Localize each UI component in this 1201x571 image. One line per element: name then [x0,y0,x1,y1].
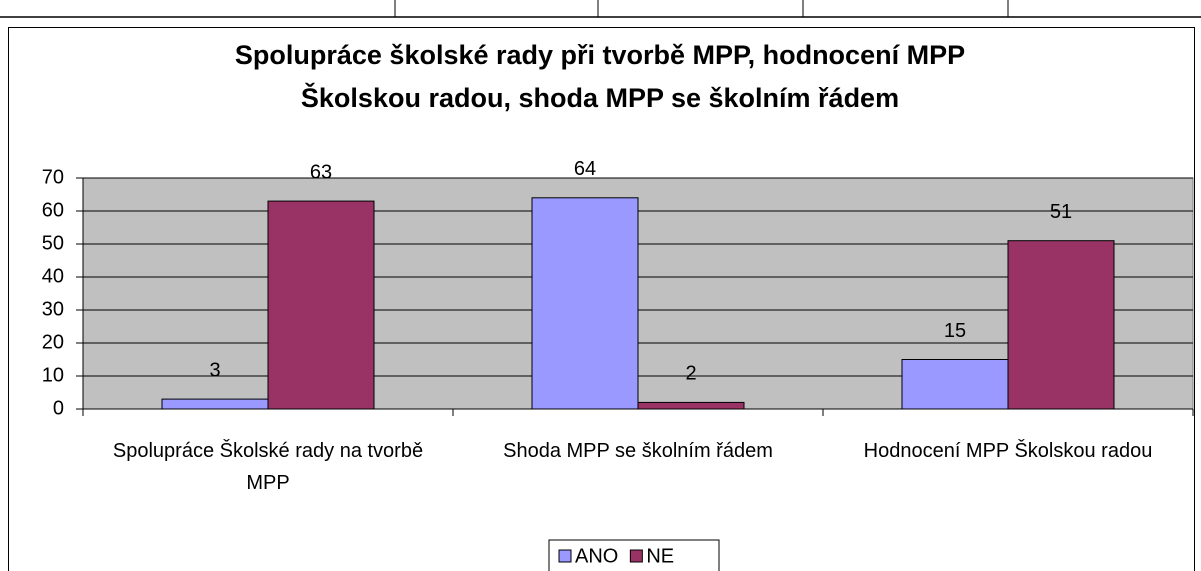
category-box: Spolupráce Školské rady na tvorbě MPP [112,440,424,494]
bar [1007,240,1115,410]
bar [161,398,269,410]
category-box: Hodnocení MPP Školskou radou [863,440,1153,462]
legend-swatch [558,549,572,563]
bar [531,197,639,410]
x-tick-label: Spolupráce Školské rady na tvorbě MPP [112,440,424,494]
y-tick-label: 40 [42,265,64,287]
bar [637,401,745,410]
title-box: Spolupráce školské rady při tvorbě MPP, … [234,40,966,113]
legend-label: NE [646,545,674,567]
chart-title: Spolupráce školské rady při tvorbě MPP, … [234,40,966,113]
y-tick-label: 30 [42,298,64,320]
x-tick-label: Hodnocení MPP Školskou radou [863,440,1153,462]
category-box: Shoda MPP se školním řádem [503,440,773,462]
bar [901,359,1009,410]
data-label: 3 [209,359,220,381]
legend-swatch [629,549,643,563]
data-label: 15 [944,320,966,342]
x-tick-label: Shoda MPP se školním řádem [503,440,773,462]
y-tick-label: 20 [42,331,64,353]
y-tick-label: 0 [53,397,64,419]
y-tick-label: 60 [42,199,64,221]
y-tick-label: 50 [42,232,64,254]
data-label: 51 [1050,201,1072,223]
bar [267,200,375,410]
y-tick-label: 70 [42,166,64,188]
data-label: 63 [310,161,332,183]
legend-label: ANO [575,545,618,567]
data-label: 64 [574,158,596,180]
y-tick-label: 10 [42,364,64,386]
data-label: 2 [685,363,696,385]
